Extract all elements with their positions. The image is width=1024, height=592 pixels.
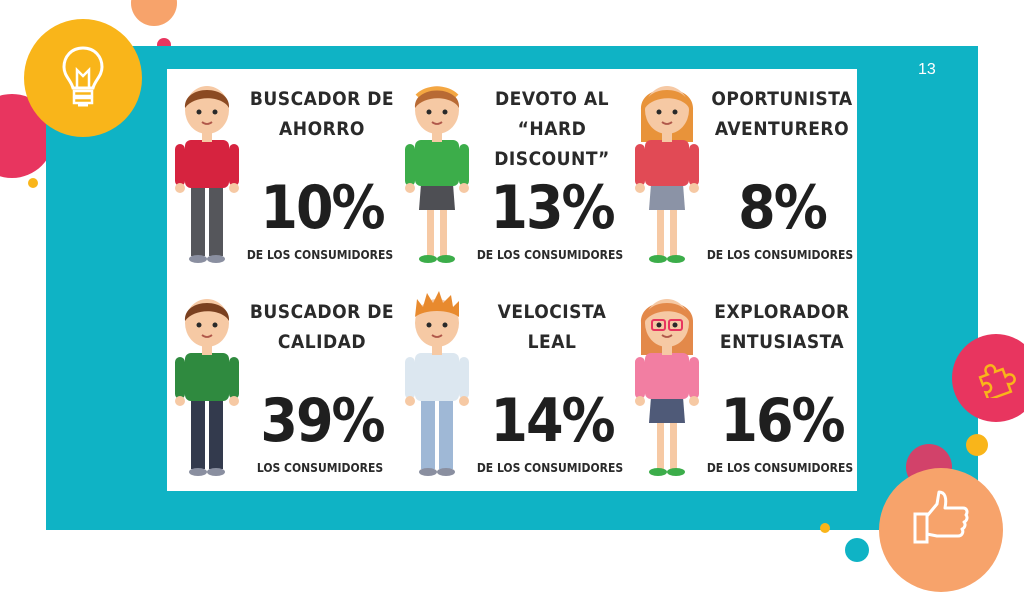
segment-caption: DE LOS CONSUMIDORES [246,248,394,262]
consumer-figure [167,72,247,282]
lightbulb-circle [24,19,142,137]
person-illustration [405,86,469,263]
segment-cell: VELOCISTA LEAL 14% DE LOS CONSUMIDORES [397,285,627,495]
person-illustration [635,86,699,263]
consumer-figure [627,285,707,495]
segment-cell: OPORTUNISTA AVENTURERO 8% DE LOS CONSUMI… [627,72,857,282]
person-illustration [175,299,239,476]
segment-cell: BUSCADOR DE CALIDAD 39% LOS CONSUMIDORES [167,285,397,495]
decor-circle-yellow-tiny-left [28,178,38,188]
consumer-figure [627,72,707,282]
decor-circle-orange-top [131,0,177,26]
decor-circle-teal-bottom [845,538,869,562]
segment-title: BUSCADOR DE AHORRO [249,88,395,140]
segment-percent: 14% [490,386,615,456]
segment-title: BUSCADOR DE CALIDAD [249,301,395,353]
puzzle-icon [978,364,1016,398]
segment-cell: BUSCADOR DE AHORRO 10% DE LOS CONSUMIDOR… [167,72,397,282]
segment-title: VELOCISTA LEAL [497,301,607,353]
segment-caption: LOS CONSUMIDORES [256,461,384,475]
segment-percent: 8% [738,173,828,243]
segment-title: OPORTUNISTA AVENTURERO [711,88,853,140]
segment-caption: DE LOS CONSUMIDORES [476,248,624,262]
segment-percent: 39% [260,386,385,456]
segment-percent: 13% [490,173,615,243]
consumer-figure [167,285,247,495]
segment-percent: 16% [720,386,845,456]
person-illustration [175,86,239,263]
segment-caption: DE LOS CONSUMIDORES [706,248,854,262]
page-number: 13 [918,61,936,78]
consumer-figure [397,72,477,282]
person-illustration [405,291,469,476]
decor-circle-yellow-tiny-bottom [820,523,830,533]
consumer-figure [397,285,477,495]
decor-circle-yellow-right [966,434,988,456]
segment-cell: EXPLORADOR ENTUSIASTA 16% DE LOS CONSUMI… [627,285,857,495]
person-illustration [635,299,699,476]
thumbs-up-circle [879,468,1003,592]
segment-caption: DE LOS CONSUMIDORES [706,461,854,475]
thumbs-up-icon [913,490,969,544]
segment-cell: DEVOTO AL “HARD DISCOUNT” 13% DE LOS CON… [397,72,627,282]
segment-title: DEVOTO AL “HARD DISCOUNT” [494,88,610,170]
segment-title: EXPLORADOR ENTUSIASTA [714,301,850,353]
segment-percent: 10% [260,173,385,243]
puzzle-circle [952,334,1024,422]
lightbulb-icon [62,46,104,107]
infographic-card [167,69,857,491]
segment-caption: DE LOS CONSUMIDORES [476,461,624,475]
